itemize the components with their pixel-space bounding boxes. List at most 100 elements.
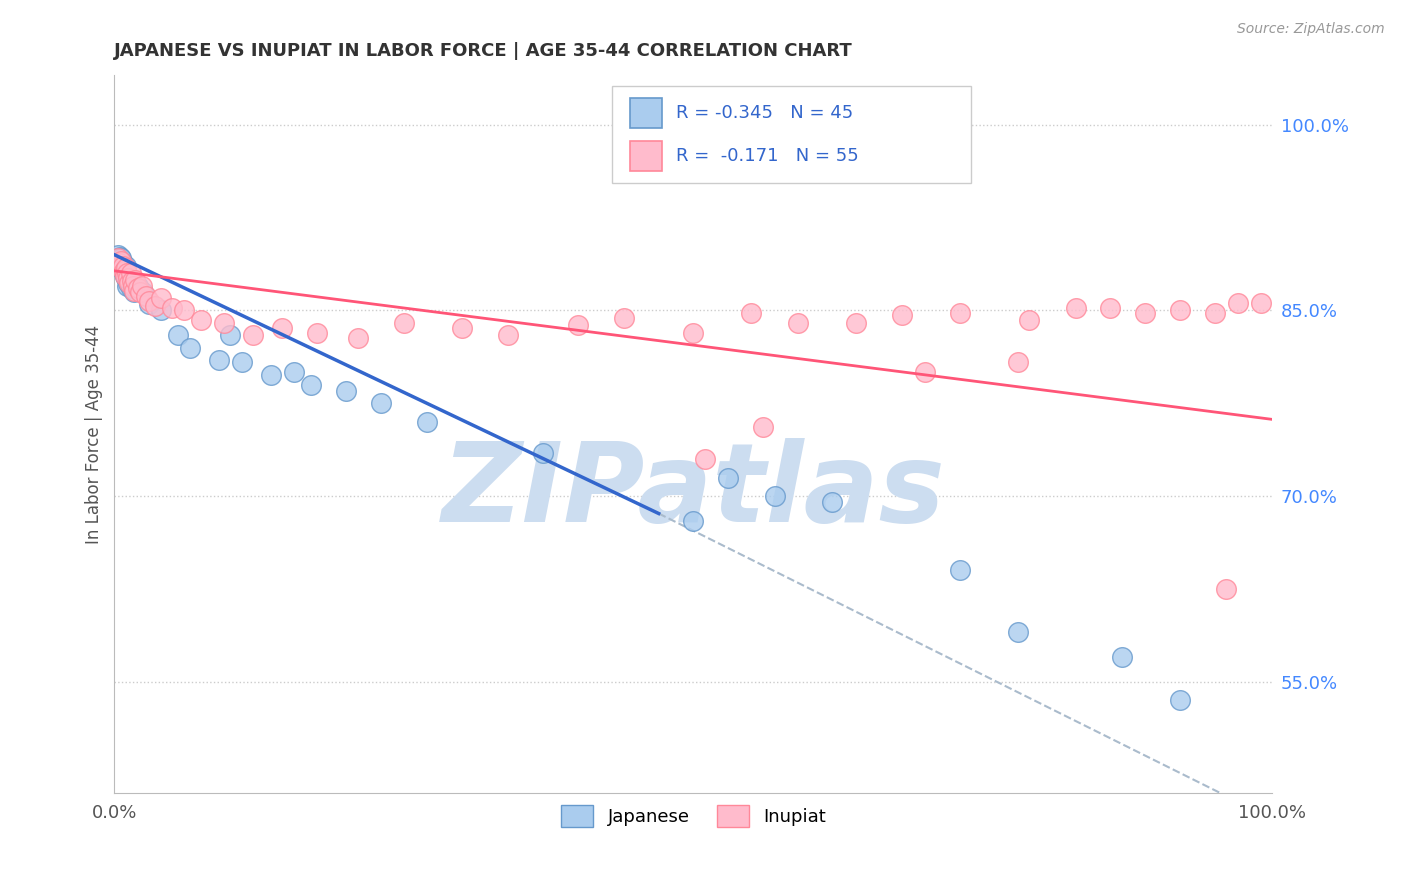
Point [128, 285, 150, 299]
Point [949, 306, 972, 320]
Point [167, 328, 190, 343]
Point [531, 446, 554, 460]
Text: JAPANESE VS INUPIAT IN LABOR FORCE | AGE 35-44 CORRELATION CHART: JAPANESE VS INUPIAT IN LABOR FORCE | AGE… [114, 42, 853, 60]
Point [260, 368, 283, 382]
Y-axis label: In Labor Force | Age 35-44: In Labor Force | Age 35-44 [86, 325, 103, 544]
Point [114, 268, 136, 283]
Point [107, 248, 129, 262]
Point [127, 281, 149, 295]
Point [117, 271, 139, 285]
Point [1168, 303, 1191, 318]
Point [752, 420, 775, 434]
Point [149, 303, 172, 318]
Point [110, 252, 132, 266]
Point [496, 328, 519, 343]
Point [122, 284, 145, 298]
Point [122, 285, 145, 299]
Point [121, 274, 143, 288]
Point [115, 259, 138, 273]
Point [143, 298, 166, 312]
Point [115, 278, 138, 293]
FancyBboxPatch shape [613, 86, 972, 183]
Point [122, 278, 145, 293]
Point [307, 326, 329, 340]
Point [135, 288, 157, 302]
Point [108, 260, 131, 274]
Point [271, 320, 294, 334]
Point [120, 281, 142, 295]
Text: ZIPatlas: ZIPatlas [441, 438, 945, 545]
Point [114, 264, 136, 278]
Point [124, 272, 146, 286]
Point [208, 353, 231, 368]
Point [108, 250, 131, 264]
Point [786, 316, 808, 330]
Point [138, 293, 160, 308]
Point [682, 326, 704, 340]
Point [115, 271, 138, 285]
Point [122, 281, 145, 295]
Point [110, 258, 132, 272]
Point [845, 316, 868, 330]
Point [370, 396, 392, 410]
Point [763, 489, 786, 503]
Point [117, 277, 139, 291]
Point [283, 365, 305, 379]
Point [111, 259, 134, 273]
Point [112, 259, 135, 273]
Point [115, 261, 138, 276]
Point [693, 452, 716, 467]
Point [107, 252, 129, 266]
Legend: Japanese, Inupiat: Japanese, Inupiat [554, 798, 834, 835]
Point [1111, 650, 1133, 665]
Point [108, 256, 131, 270]
Point [138, 297, 160, 311]
Point [1018, 313, 1040, 327]
Point [416, 415, 439, 429]
Point [112, 264, 135, 278]
Point [1215, 582, 1237, 596]
Point [173, 303, 195, 318]
Text: Source: ZipAtlas.com: Source: ZipAtlas.com [1237, 22, 1385, 37]
Point [214, 316, 236, 330]
Point [111, 256, 134, 270]
Point [1168, 693, 1191, 707]
Text: R =  -0.171   N = 55: R = -0.171 N = 55 [676, 146, 859, 165]
Bar [630, 98, 662, 128]
Point [613, 310, 636, 325]
Point [179, 341, 201, 355]
Point [112, 266, 135, 280]
Point [682, 514, 704, 528]
Point [1099, 301, 1122, 315]
Point [717, 470, 740, 484]
Point [121, 277, 143, 292]
Point [110, 254, 132, 268]
Point [335, 384, 357, 398]
Point [131, 278, 153, 293]
Point [132, 285, 155, 299]
Point [190, 313, 212, 327]
Point [118, 277, 141, 291]
Point [1007, 625, 1029, 640]
Point [1133, 306, 1156, 320]
Point [567, 318, 589, 333]
Point [392, 316, 415, 330]
Point [740, 306, 762, 320]
Point [1250, 296, 1272, 310]
Point [231, 355, 253, 369]
Point [118, 272, 141, 286]
Point [1064, 301, 1087, 315]
Point [111, 261, 134, 276]
Point [949, 564, 972, 578]
Point [108, 260, 131, 274]
Point [115, 266, 138, 280]
Point [821, 495, 844, 509]
Point [108, 254, 131, 268]
Point [1204, 306, 1226, 320]
Point [346, 331, 368, 345]
Point [242, 328, 264, 343]
Point [450, 320, 472, 334]
Point [114, 268, 136, 283]
Text: R = -0.345   N = 45: R = -0.345 N = 45 [676, 104, 853, 122]
Point [149, 291, 172, 305]
